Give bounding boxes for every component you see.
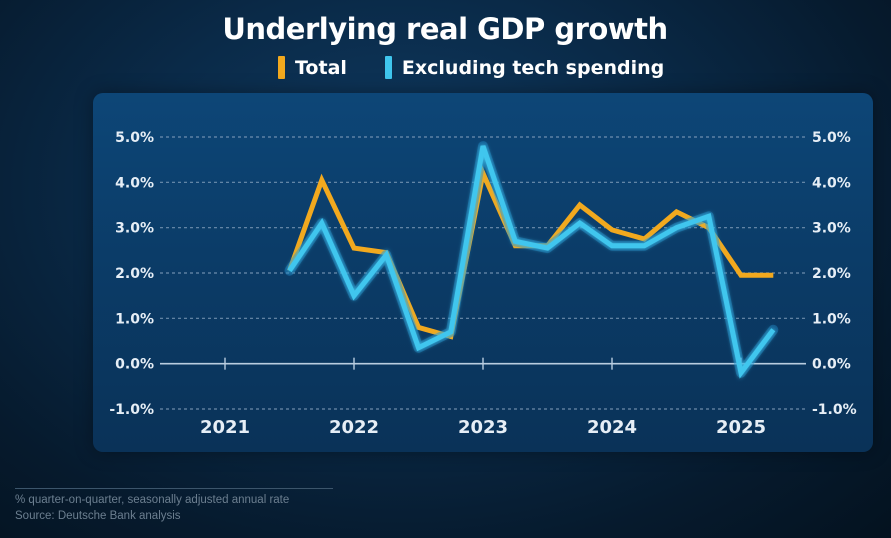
y-tick-label-right: 2.0% xyxy=(812,266,851,282)
x-tick-label: 2021 xyxy=(200,417,250,438)
legend-swatch-excluding-tech xyxy=(384,56,392,79)
legend-item-total: Total xyxy=(278,56,347,79)
series-lines xyxy=(284,141,779,379)
y-tick-label-left: 4.0% xyxy=(115,175,154,191)
legend: Total Excluding tech spending xyxy=(278,56,702,79)
units-note: % quarter-on-quarter, seasonally adjuste… xyxy=(15,494,290,506)
y-tick-label-right: -1.0% xyxy=(812,402,857,418)
x-tick-label: 2024 xyxy=(587,417,637,438)
x-tick-label: 2023 xyxy=(458,417,508,438)
y-tick-label-left: 0.0% xyxy=(115,357,154,373)
y-axis-left: -1.0% 0.0% 1.0% 2.0% 3.0% 4.0% 5.0% xyxy=(109,130,154,418)
y-tick-label-right: 1.0% xyxy=(812,311,851,327)
y-tick-label-right: 3.0% xyxy=(812,221,851,237)
y-tick-label-left: 1.0% xyxy=(115,311,154,327)
legend-swatch-total xyxy=(278,56,285,79)
series-glow-excluding-tech-spending xyxy=(284,141,779,378)
x-axis: 2021 2022 2023 2024 2025 xyxy=(200,357,766,438)
y-tick-label-right: 4.0% xyxy=(812,175,851,191)
legend-label-total: Total xyxy=(295,56,347,79)
y-tick-label-right: 0.0% xyxy=(812,357,851,373)
series-line-excluding-tech-spending xyxy=(287,145,776,379)
x-tick-label: 2022 xyxy=(329,417,379,438)
x-tick-label: 2025 xyxy=(716,417,766,438)
series-line-total xyxy=(287,165,774,340)
y-tick-label-left: -1.0% xyxy=(109,402,154,418)
y-tick-label-left: 2.0% xyxy=(115,266,154,282)
y-tick-label-left: 3.0% xyxy=(115,221,154,237)
y-tick-label-left: 5.0% xyxy=(115,130,154,146)
chart-title: Underlying real GDP growth xyxy=(222,12,668,46)
y-tick-label-right: 5.0% xyxy=(812,130,851,146)
legend-item-excluding-tech: Excluding tech spending xyxy=(384,56,665,79)
footer-divider xyxy=(15,488,333,489)
legend-label-excluding-tech: Excluding tech spending xyxy=(401,56,665,79)
source-note: Source: Deutsche Bank analysis xyxy=(15,510,181,522)
y-axis-right: -1.0% 0.0% 1.0% 2.0% 3.0% 4.0% 5.0% xyxy=(812,130,857,418)
